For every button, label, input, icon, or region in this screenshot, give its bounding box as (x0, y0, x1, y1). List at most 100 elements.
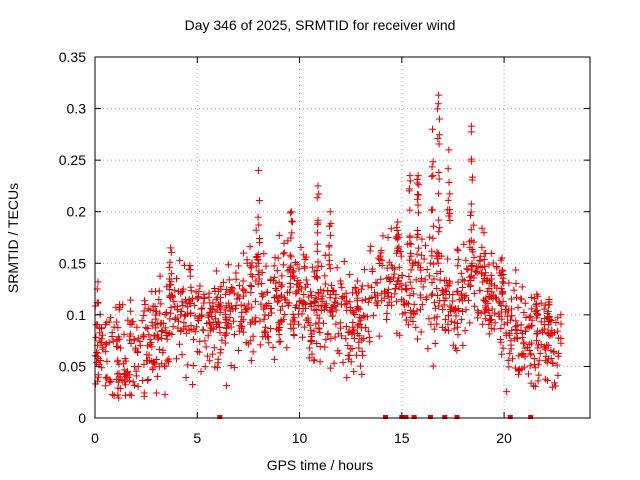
data-point (283, 289, 291, 297)
data-point (459, 341, 467, 349)
data-point (273, 298, 281, 306)
data-point (188, 294, 196, 302)
data-point (343, 306, 351, 314)
data-point (470, 289, 478, 297)
data-point (453, 245, 461, 253)
data-point (380, 294, 388, 302)
data-point (491, 319, 499, 327)
data-point (435, 252, 443, 260)
data-point (330, 359, 338, 367)
data-point (552, 382, 560, 390)
data-point (499, 297, 507, 305)
data-point (228, 283, 236, 291)
data-point (457, 316, 465, 324)
data-point (261, 303, 269, 311)
data-point (481, 315, 489, 323)
data-point (307, 288, 315, 296)
data-point (295, 265, 303, 273)
data-points (91, 91, 565, 419)
data-point (542, 344, 550, 352)
data-point (528, 339, 536, 347)
data-point (498, 350, 506, 358)
data-point (265, 312, 273, 320)
data-point (92, 380, 100, 388)
data-point (414, 231, 422, 239)
data-point (481, 307, 489, 315)
data-point (313, 240, 321, 248)
data-point (187, 322, 195, 330)
data-point (325, 261, 333, 269)
data-point (422, 296, 430, 304)
data-point (435, 228, 443, 236)
data-point (316, 358, 324, 366)
data-point (97, 339, 105, 347)
data-point (470, 221, 478, 229)
data-point (173, 306, 181, 314)
data-point (544, 330, 552, 338)
data-point (430, 299, 438, 307)
data-point (487, 324, 495, 332)
data-point (452, 312, 460, 320)
data-point (142, 324, 150, 332)
data-point (349, 324, 357, 332)
data-point (196, 282, 204, 290)
data-point (451, 319, 459, 327)
data-point (325, 243, 333, 251)
data-point (200, 290, 208, 298)
data-point (428, 206, 436, 214)
data-point (266, 324, 274, 332)
data-point (417, 277, 425, 285)
data-point (276, 337, 284, 345)
data-point (235, 327, 243, 335)
data-point (482, 302, 490, 310)
data-point (314, 182, 322, 190)
zero-value-point (442, 415, 448, 419)
data-point (398, 295, 406, 303)
data-point (547, 355, 555, 363)
data-point (232, 275, 240, 283)
data-point (548, 326, 556, 334)
data-point (391, 290, 399, 298)
data-point (479, 320, 487, 328)
data-point (533, 330, 541, 338)
data-point (326, 208, 334, 216)
data-point (333, 299, 341, 307)
data-point (248, 303, 256, 311)
data-point (194, 317, 202, 325)
data-point (294, 286, 302, 294)
data-point (306, 344, 314, 352)
data-point (430, 314, 438, 322)
data-point (163, 356, 171, 364)
data-point (426, 233, 434, 241)
data-point (425, 272, 433, 280)
data-point (107, 378, 115, 386)
data-point (242, 306, 250, 314)
data-point (551, 379, 559, 387)
data-point (508, 326, 516, 334)
data-point (222, 382, 230, 390)
data-point (533, 337, 541, 345)
data-point (155, 296, 163, 304)
data-point (533, 302, 541, 310)
data-point (314, 220, 322, 228)
data-point (199, 326, 207, 334)
data-point (343, 374, 351, 382)
data-point (403, 299, 411, 307)
data-point (116, 385, 124, 393)
data-point (397, 252, 405, 260)
data-point (248, 316, 256, 324)
data-point (393, 277, 401, 285)
data-point (279, 315, 287, 323)
data-point (480, 272, 488, 280)
data-point (221, 306, 229, 314)
data-point (463, 265, 471, 273)
data-point (505, 279, 513, 287)
data-point (174, 324, 182, 332)
data-point (198, 304, 206, 312)
data-point (414, 201, 422, 209)
data-point (157, 300, 165, 308)
plot-frame (94, 56, 591, 419)
data-point (467, 208, 475, 216)
data-point (481, 297, 489, 305)
